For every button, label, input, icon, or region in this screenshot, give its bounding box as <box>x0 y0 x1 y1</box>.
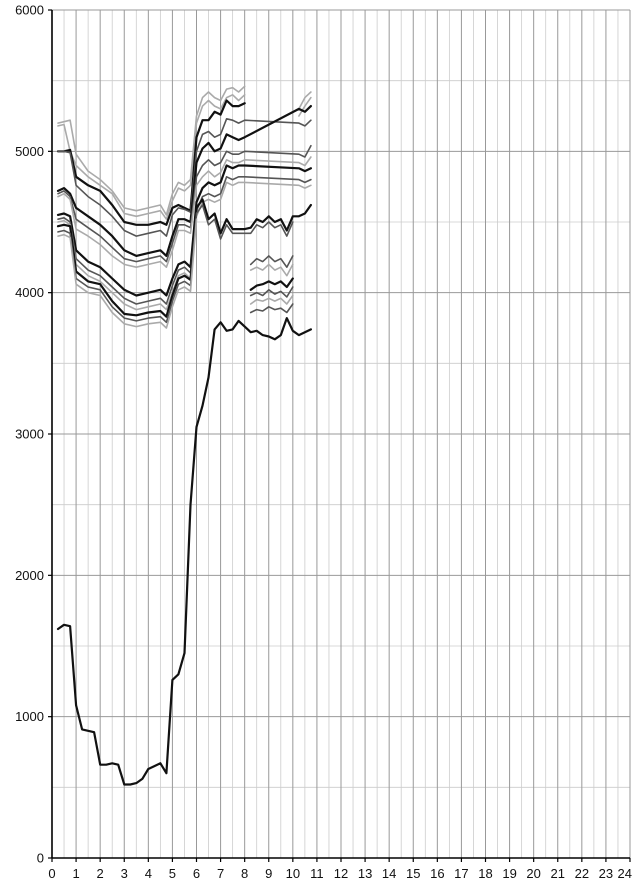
x-tick-label: 12 <box>334 866 348 881</box>
series-line-11 <box>56 198 312 318</box>
series-line-7 <box>57 156 312 268</box>
series-line-16 <box>249 277 294 291</box>
x-tick-label: 13 <box>358 866 372 881</box>
x-tick-label: 11 <box>310 866 324 881</box>
x-tick-label: 6 <box>193 866 200 881</box>
x-axis-ticks: 0 1 2 3 4 5 6 7 8 9 10 11 12 13 14 15 16 17 18 19 20 21 22 23 24 <box>48 858 632 881</box>
x-tick-label: 21 <box>551 866 565 881</box>
y-tick-label: 3000 <box>15 427 44 442</box>
y-axis-ticks: 0 1000 2000 3000 4000 5000 6000 <box>15 3 52 866</box>
x-tick-label: 9 <box>265 866 272 881</box>
series-line-2 <box>57 94 312 220</box>
series-line-5 <box>56 105 312 257</box>
y-tick-label: 1000 <box>15 709 44 724</box>
x-tick-label: 17 <box>454 866 468 881</box>
series-line-20 <box>56 317 312 786</box>
x-tick-label: 22 <box>575 866 589 881</box>
y-tick-label: 2000 <box>15 568 44 583</box>
x-tick-label: 0 <box>48 866 55 881</box>
x-tick-label: 10 <box>286 866 300 881</box>
series-line-12 <box>57 204 294 324</box>
x-tick-label: 16 <box>430 866 444 881</box>
y-tick-label: 4000 <box>15 285 44 300</box>
series-line-19 <box>249 303 294 314</box>
series-line-9 <box>57 176 312 305</box>
x-tick-label: 19 <box>502 866 516 881</box>
series-line-3 <box>56 99 246 226</box>
series-line-13 <box>57 218 198 329</box>
series-line-14 <box>249 255 294 268</box>
x-tick-label: 3 <box>121 866 128 881</box>
x-tick-label: 8 <box>241 866 248 881</box>
x-tick-label: 18 <box>478 866 492 881</box>
y-tick-label: 0 <box>37 851 44 866</box>
series-line-18 <box>249 294 294 305</box>
series-line-17 <box>249 286 294 298</box>
x-tick-label: 14 <box>382 866 396 881</box>
x-tick-label: 5 <box>169 866 176 881</box>
x-tick-label: 1 <box>72 866 79 881</box>
series-line-4 <box>57 118 312 237</box>
x-tick-label: 2 <box>97 866 104 881</box>
series-line-1 <box>57 85 312 216</box>
y-tick-label: 6000 <box>15 3 44 18</box>
series-lines <box>56 85 312 786</box>
y-tick-label: 5000 <box>15 144 44 159</box>
x-tick-label: 20 <box>526 866 540 881</box>
x-tick-label: 24 <box>618 866 632 881</box>
series-line-15 <box>249 263 294 277</box>
series-line-8 <box>56 164 312 297</box>
series-line-6 <box>57 144 312 263</box>
series-line-10 <box>57 181 312 311</box>
x-tick-label: 23 <box>599 866 613 881</box>
x-tick-label: 7 <box>217 866 224 881</box>
x-tick-label: 15 <box>406 866 420 881</box>
x-tick-label: 4 <box>145 866 152 881</box>
